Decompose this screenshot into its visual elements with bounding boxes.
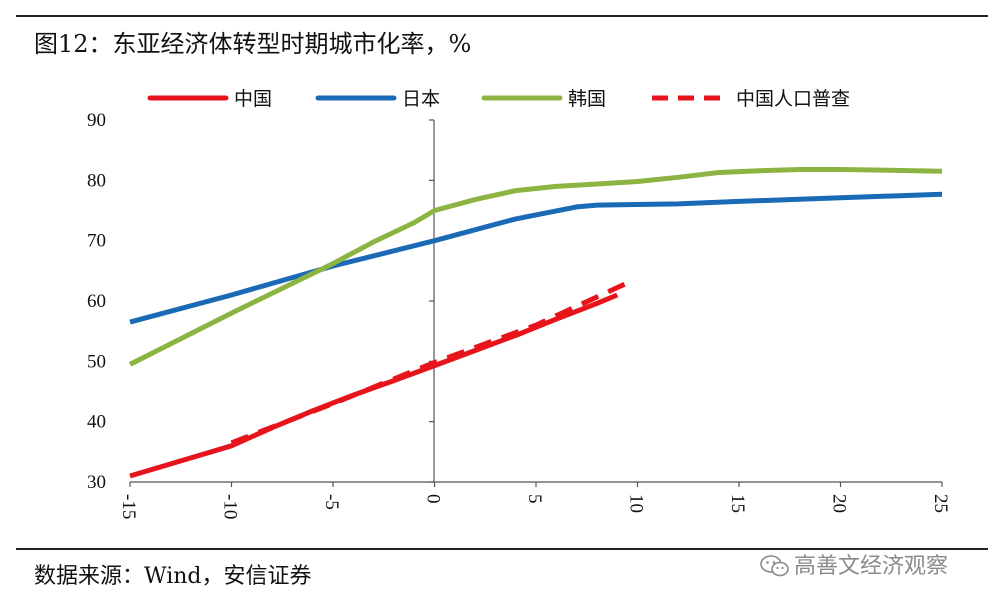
y-tick-label: 70 (87, 231, 106, 252)
x-tick-label: 10 (626, 494, 647, 513)
legend-label-2: 韩国 (568, 88, 606, 110)
source-note: 数据来源：Wind，安信证券 (34, 564, 312, 589)
y-tick-label: 60 (87, 291, 106, 312)
series-line-3 (230, 280, 629, 446)
x-tick-label: 15 (727, 494, 748, 513)
top-rule (16, 15, 988, 17)
bottom-rule (16, 548, 988, 550)
series-line-2 (128, 167, 943, 367)
legend-label-1: 日本 (402, 88, 440, 110)
chart-title: 图12：东亚经济体转型时期城市化率，% (34, 30, 472, 58)
legend-label-3: 中国人口普查 (736, 88, 850, 110)
watermark-text: 高善文经济观察 (794, 554, 949, 579)
y-tick-label: 30 (87, 472, 106, 493)
x-tick-label: 0 (423, 494, 444, 504)
x-tick-label: -5 (321, 494, 342, 510)
legend-label-0: 中国 (234, 88, 272, 110)
y-tick-label: 80 (87, 170, 106, 191)
x-tick-label: -15 (118, 494, 139, 519)
y-tick-label: 40 (87, 412, 106, 433)
series-line-0 (129, 292, 619, 479)
x-tick-label: 25 (930, 494, 951, 513)
y-tick-label: 50 (87, 351, 106, 372)
y-tick-label: 90 (87, 110, 106, 131)
wechat-icon (760, 555, 789, 577)
x-tick-label: 20 (829, 494, 850, 513)
x-tick-label: 5 (524, 494, 545, 504)
x-tick-label: -10 (220, 494, 241, 519)
watermark: 高善文经济观察 (760, 548, 948, 580)
